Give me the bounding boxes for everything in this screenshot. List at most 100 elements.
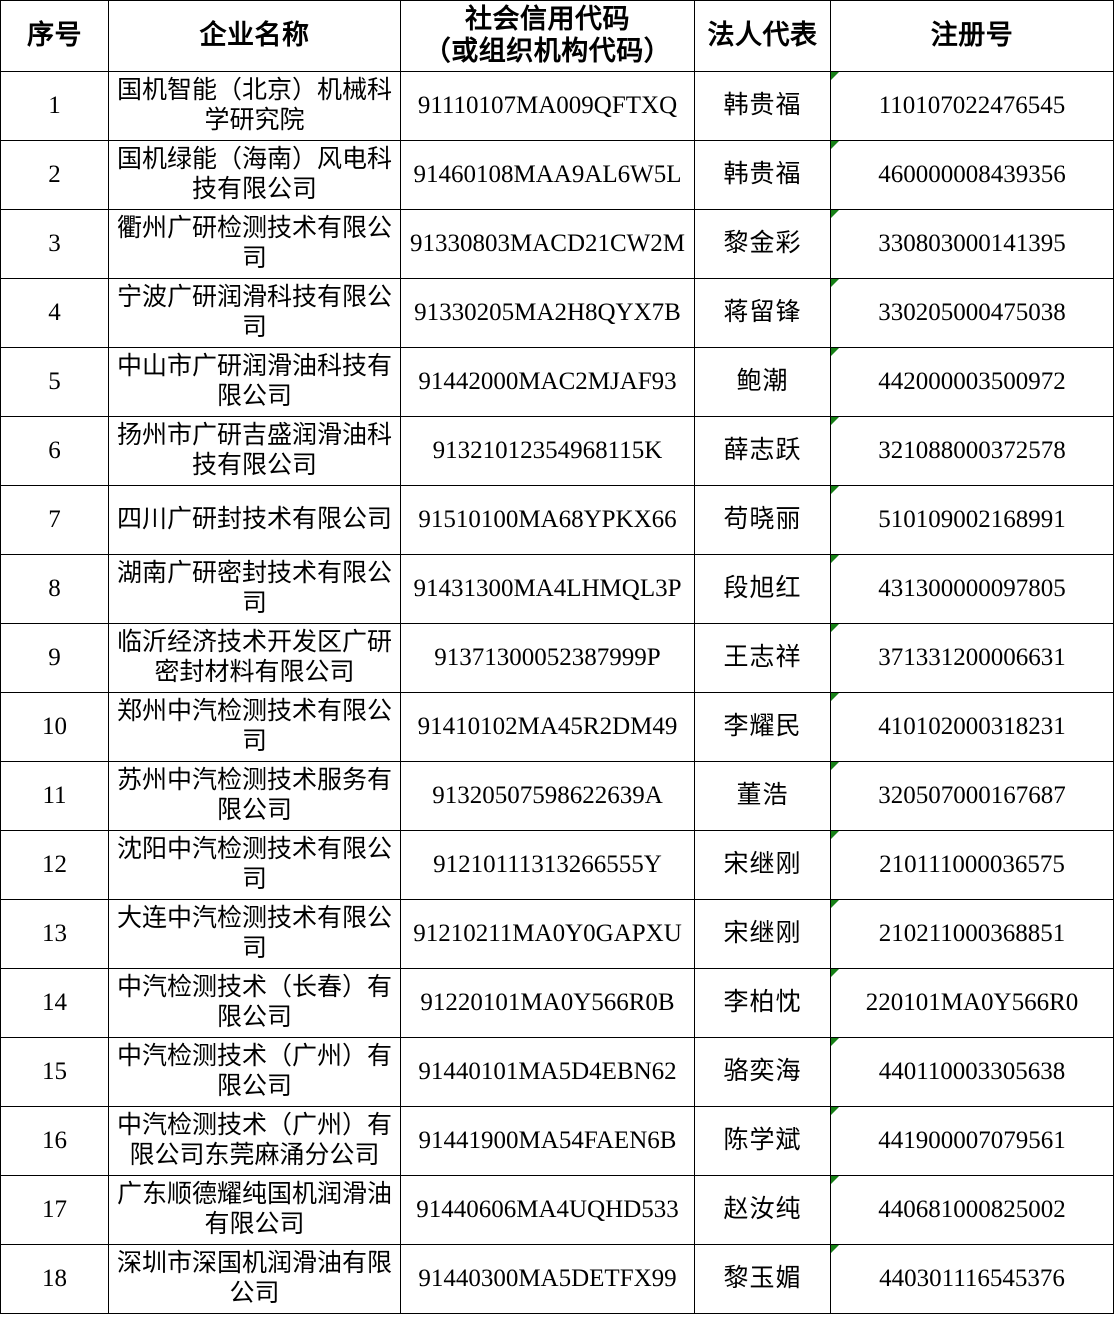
table-row[interactable]: 3 衢州广研检测技术有限公司 91330803MACD21CW2M 黎金彩 330803… [0, 209, 1114, 279]
cell-reg-no[interactable]: 220101MA0Y566R0 [830, 968, 1114, 1038]
cell-credit-code[interactable]: 91330205MA2H8QYX7B [400, 278, 695, 348]
cell-legal-rep[interactable]: 薛志跃 [694, 416, 831, 486]
cell-index[interactable]: 9 [0, 623, 109, 693]
cell-index[interactable]: 4 [0, 278, 109, 348]
cell-legal-rep[interactable]: 陈学斌 [694, 1106, 831, 1176]
cell-legal-rep[interactable]: 鲍潮 [694, 347, 831, 417]
table-row[interactable]: 5 中山市广研润滑油科技有限公司 91442000MAC2MJAF93 鲍潮 44200… [0, 347, 1114, 417]
table-row[interactable]: 17 广东顺德耀纯国机润滑油有限公司 91440606MA4UQHD533 赵汝纯 44… [0, 1175, 1114, 1245]
cell-credit-code[interactable]: 91320507598622639A [400, 761, 695, 831]
cell-reg-no[interactable]: 321088000372578 [830, 416, 1114, 486]
cell-index[interactable]: 11 [0, 761, 109, 831]
cell-index[interactable]: 8 [0, 554, 109, 624]
cell-legal-rep[interactable]: 韩贵福 [694, 71, 831, 141]
table-row[interactable]: 9 临沂经济技术开发区广研密封材料有限公司 91371300052387999P 王志… [0, 623, 1114, 693]
cell-legal-rep[interactable]: 宋继刚 [694, 830, 831, 900]
cell-company-name[interactable]: 苏州中汽检测技术服务有限公司 [108, 761, 401, 831]
cell-index[interactable]: 13 [0, 899, 109, 969]
cell-company-name[interactable]: 扬州市广研吉盛润滑油科技有限公司 [108, 416, 401, 486]
cell-reg-no[interactable]: 210211000368851 [830, 899, 1114, 969]
cell-company-name[interactable]: 沈阳中汽检测技术有限公司 [108, 830, 401, 900]
cell-company-name[interactable]: 衢州广研检测技术有限公司 [108, 209, 401, 279]
cell-company-name[interactable]: 广东顺德耀纯国机润滑油有限公司 [108, 1175, 401, 1245]
table-row[interactable]: 18 深圳市深国机润滑油有限公司 91440300MA5DETFX99 黎玉媚 4403… [0, 1244, 1114, 1314]
cell-legal-rep[interactable]: 赵汝纯 [694, 1175, 831, 1245]
cell-company-name[interactable]: 大连中汽检测技术有限公司 [108, 899, 401, 969]
cell-reg-no[interactable]: 440110003305638 [830, 1037, 1114, 1107]
cell-company-name[interactable]: 中山市广研润滑油科技有限公司 [108, 347, 401, 417]
cell-company-name[interactable]: 国机智能（北京）机械科学研究院 [108, 71, 401, 141]
cell-credit-code[interactable]: 91220101MA0Y566R0B [400, 968, 695, 1038]
cell-credit-code[interactable]: 91210211MA0Y0GAPXU [400, 899, 695, 969]
cell-reg-no[interactable]: 330803000141395 [830, 209, 1114, 279]
cell-reg-no[interactable]: 441900007079561 [830, 1106, 1114, 1176]
cell-company-name[interactable]: 四川广研封技术有限公司 [108, 485, 401, 555]
cell-legal-rep[interactable]: 李耀民 [694, 692, 831, 762]
cell-credit-code[interactable]: 91371300052387999P [400, 623, 695, 693]
cell-credit-code[interactable]: 91110107MA009QFTXQ [400, 71, 695, 141]
table-row[interactable]: 10 郑州中汽检测技术有限公司 91410102MA45R2DM49 李耀民 41010… [0, 692, 1114, 762]
table-row[interactable]: 14 中汽检测技术（长春）有限公司 91220101MA0Y566R0B 李柏忱 220… [0, 968, 1114, 1038]
cell-credit-code[interactable]: 91510100MA68YPKX66 [400, 485, 695, 555]
cell-legal-rep[interactable]: 蒋留锋 [694, 278, 831, 348]
cell-company-name[interactable]: 湖南广研密封技术有限公司 [108, 554, 401, 624]
cell-legal-rep[interactable]: 黎金彩 [694, 209, 831, 279]
cell-company-name[interactable]: 中汽检测技术（长春）有限公司 [108, 968, 401, 1038]
cell-legal-rep[interactable]: 骆奕海 [694, 1037, 831, 1107]
cell-credit-code[interactable]: 91440606MA4UQHD533 [400, 1175, 695, 1245]
cell-index[interactable]: 2 [0, 140, 109, 210]
cell-reg-no[interactable]: 460000008439356 [830, 140, 1114, 210]
cell-reg-no[interactable]: 431300000097805 [830, 554, 1114, 624]
table-row[interactable]: 7 四川广研封技术有限公司 91510100MA68YPKX66 苟晓丽 5101090… [0, 485, 1114, 555]
cell-credit-code[interactable]: 91441900MA54FAEN6B [400, 1106, 695, 1176]
cell-reg-no[interactable]: 330205000475038 [830, 278, 1114, 348]
table-row[interactable]: 2 国机绿能（海南）风电科技有限公司 91460108MAA9AL6W5L 韩贵福 46… [0, 140, 1114, 210]
cell-company-name[interactable]: 国机绿能（海南）风电科技有限公司 [108, 140, 401, 210]
cell-company-name[interactable]: 中汽检测技术（广州）有限公司 [108, 1037, 401, 1107]
cell-company-name[interactable]: 临沂经济技术开发区广研密封材料有限公司 [108, 623, 401, 693]
cell-credit-code[interactable]: 91440300MA5DETFX99 [400, 1244, 695, 1314]
cell-legal-rep[interactable]: 宋继刚 [694, 899, 831, 969]
table-row[interactable]: 8 湖南广研密封技术有限公司 91431300MA4LHMQL3P 段旭红 431300… [0, 554, 1114, 624]
cell-credit-code[interactable]: 91330803MACD21CW2M [400, 209, 695, 279]
table-row[interactable]: 12 沈阳中汽检测技术有限公司 91210111313266555Y 宋继刚 21011… [0, 830, 1114, 900]
cell-legal-rep[interactable]: 黎玉媚 [694, 1244, 831, 1314]
cell-index[interactable]: 10 [0, 692, 109, 762]
cell-legal-rep[interactable]: 段旭红 [694, 554, 831, 624]
cell-company-name[interactable]: 郑州中汽检测技术有限公司 [108, 692, 401, 762]
table-row[interactable]: 16 中汽检测技术（广州）有限公司东莞麻涌分公司 91441900MA54FAEN6… [0, 1106, 1114, 1176]
cell-index[interactable]: 1 [0, 71, 109, 141]
cell-credit-code[interactable]: 91431300MA4LHMQL3P [400, 554, 695, 624]
cell-index[interactable]: 15 [0, 1037, 109, 1107]
cell-index[interactable]: 14 [0, 968, 109, 1038]
cell-legal-rep[interactable]: 李柏忱 [694, 968, 831, 1038]
table-row[interactable]: 6 扬州市广研吉盛润滑油科技有限公司 91321012354968115K 薛志跃 32… [0, 416, 1114, 486]
cell-reg-no[interactable]: 440681000825002 [830, 1175, 1114, 1245]
cell-legal-rep[interactable]: 王志祥 [694, 623, 831, 693]
cell-index[interactable]: 7 [0, 485, 109, 555]
cell-legal-rep[interactable]: 董浩 [694, 761, 831, 831]
cell-company-name[interactable]: 宁波广研润滑科技有限公司 [108, 278, 401, 348]
cell-credit-code[interactable]: 91410102MA45R2DM49 [400, 692, 695, 762]
table-row[interactable]: 11 苏州中汽检测技术服务有限公司 91320507598622639A 董浩 3205… [0, 761, 1114, 831]
cell-reg-no[interactable]: 510109002168991 [830, 485, 1114, 555]
table-row[interactable]: 4 宁波广研润滑科技有限公司 91330205MA2H8QYX7B 蒋留锋 330205… [0, 278, 1114, 348]
cell-index[interactable]: 12 [0, 830, 109, 900]
table-row[interactable]: 15 中汽检测技术（广州）有限公司 91440101MA5D4EBN62 骆奕海 440… [0, 1037, 1114, 1107]
cell-index[interactable]: 18 [0, 1244, 109, 1314]
cell-credit-code[interactable]: 91442000MAC2MJAF93 [400, 347, 695, 417]
cell-reg-no[interactable]: 442000003500972 [830, 347, 1114, 417]
cell-company-name[interactable]: 中汽检测技术（广州）有限公司东莞麻涌分公司 [108, 1106, 401, 1176]
cell-index[interactable]: 16 [0, 1106, 109, 1176]
table-row[interactable]: 13 大连中汽检测技术有限公司 91210211MA0Y0GAPXU 宋继刚 21021… [0, 899, 1114, 969]
cell-credit-code[interactable]: 91321012354968115K [400, 416, 695, 486]
cell-reg-no[interactable]: 210111000036575 [830, 830, 1114, 900]
cell-reg-no[interactable]: 371331200006631 [830, 623, 1114, 693]
cell-index[interactable]: 6 [0, 416, 109, 486]
cell-reg-no[interactable]: 320507000167687 [830, 761, 1114, 831]
cell-credit-code[interactable]: 91210111313266555Y [400, 830, 695, 900]
cell-reg-no[interactable]: 110107022476545 [830, 71, 1114, 141]
cell-index[interactable]: 17 [0, 1175, 109, 1245]
cell-reg-no[interactable]: 440301116545376 [830, 1244, 1114, 1314]
cell-reg-no[interactable]: 410102000318231 [830, 692, 1114, 762]
